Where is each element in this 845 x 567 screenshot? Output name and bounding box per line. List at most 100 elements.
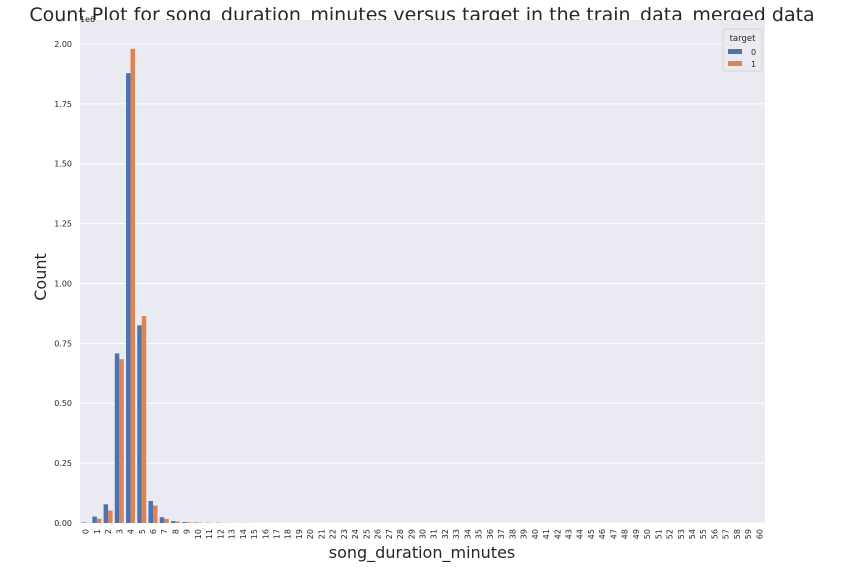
x-tick-label: 52 [666, 529, 675, 539]
x-tick-label: 38 [508, 529, 517, 539]
x-tick-label: 17 [273, 529, 282, 539]
bar-series-1-cat-1 [96, 518, 102, 523]
x-tick-label: 11 [205, 529, 214, 539]
x-tick-label: 36 [486, 529, 495, 539]
y-offset-label: 1e6 [80, 15, 95, 24]
plot-area [80, 20, 765, 523]
bar-series-0-cat-7 [159, 517, 165, 523]
bar-series-0-cat-4 [126, 73, 131, 523]
y-tick-label: 1.50 [54, 160, 72, 169]
bar-series-0-cat-5 [137, 325, 142, 523]
bar-series-1-cat-5 [141, 316, 147, 523]
bar-series-1-cat-4 [130, 48, 136, 523]
x-tick-label: 15 [250, 529, 259, 539]
bar-series-0-cat-1 [92, 516, 97, 523]
x-tick-label: 35 [475, 529, 484, 539]
y-tick-label: 1.75 [54, 100, 72, 109]
x-tick-label: 24 [351, 529, 360, 539]
x-tick-label: 20 [306, 529, 315, 539]
x-tick-label: 29 [407, 529, 416, 539]
x-tick-label: 48 [621, 529, 630, 539]
x-tick-label: 59 [744, 529, 753, 539]
x-tick-label: 28 [396, 529, 405, 539]
y-tick-label: 0.25 [54, 459, 72, 468]
y-tick-label: 0.50 [54, 399, 72, 408]
bar-series-0-cat-2 [103, 504, 109, 523]
y-tick-label: 0.75 [54, 339, 72, 348]
x-tick-label: 30 [419, 529, 428, 539]
x-tick-label: 32 [441, 529, 450, 539]
x-tick-label: 25 [362, 529, 371, 539]
x-tick-label: 22 [329, 529, 338, 539]
y-axis-label: Count [31, 253, 50, 301]
x-tick-label: 56 [710, 529, 719, 539]
x-tick-label: 44 [576, 529, 585, 539]
x-tick-label: 54 [688, 529, 697, 539]
x-tick-label: 34 [463, 529, 472, 539]
legend-swatch-series-0 [728, 49, 742, 54]
legend: target 0 1 [722, 28, 763, 72]
x-tick-label: 23 [340, 529, 349, 539]
x-tick-label: 49 [632, 529, 641, 539]
x-axis-ticks: 0 1 2 3 4 5 6 7 8 9 10 11 12 13 14 15 16 17 18 19 20 21 22 23 24… [82, 529, 765, 539]
x-tick-label: 12 [216, 529, 225, 539]
x-tick-label: 21 [317, 529, 326, 539]
x-tick-label: 55 [699, 529, 708, 539]
x-tick-label: 2 [104, 529, 113, 534]
x-tick-label: 57 [722, 529, 731, 539]
bar-series-1-cat-3 [119, 359, 124, 523]
x-tick-label: 53 [677, 529, 686, 539]
x-tick-label: 18 [284, 529, 293, 539]
x-tick-label: 8 [171, 529, 180, 534]
x-tick-label: 40 [531, 529, 540, 539]
bar-series-1-cat-9 [186, 522, 192, 523]
legend-label-series-1: 1 [751, 60, 756, 69]
x-tick-label: 1 [93, 529, 102, 534]
x-tick-label: 6 [149, 529, 158, 534]
x-tick-label: 9 [183, 529, 192, 534]
legend-label-series-0: 0 [751, 48, 756, 57]
bar-series-1-cat-8 [175, 521, 180, 523]
y-tick-label: 1.25 [54, 220, 72, 229]
x-tick-label: 58 [733, 529, 742, 539]
x-tick-label: 41 [542, 529, 551, 539]
x-tick-label: 4 [127, 529, 136, 534]
x-tick-label: 39 [520, 529, 529, 539]
x-tick-label: 26 [374, 529, 383, 539]
bar-series-0-cat-9 [182, 522, 187, 523]
x-tick-label: 51 [654, 529, 663, 539]
legend-swatch-series-1 [728, 61, 742, 66]
x-tick-label: 46 [598, 529, 607, 539]
x-tick-label: 43 [564, 529, 573, 539]
bar-series-0-cat-3 [114, 353, 120, 523]
x-tick-label: 42 [553, 529, 562, 539]
x-tick-label: 3 [115, 529, 124, 534]
y-axis-ticks: 0.00 0.25 0.50 0.75 1.00 1.25 1.50 1.75 2.00 [54, 40, 72, 528]
x-tick-label: 45 [587, 529, 596, 539]
bar-series-1-cat-6 [152, 505, 158, 523]
x-tick-label: 50 [643, 529, 652, 539]
x-axis-label: song_duration_minutes [329, 543, 516, 563]
x-tick-label: 14 [239, 529, 248, 539]
y-tick-label: 0.00 [54, 519, 72, 528]
x-tick-label: 27 [385, 529, 394, 539]
y-tick-label: 2.00 [54, 40, 72, 49]
x-tick-label: 19 [295, 529, 304, 539]
bar-series-1-cat-7 [164, 518, 169, 523]
legend-box [722, 28, 763, 72]
x-tick-label: 7 [160, 529, 169, 534]
bar-series-0-cat-8 [170, 521, 176, 523]
x-tick-label: 60 [755, 529, 764, 539]
bar-series-1-cat-2 [108, 510, 113, 523]
x-tick-label: 37 [497, 529, 506, 539]
x-tick-label: 5 [138, 529, 147, 534]
x-tick-label: 10 [194, 529, 203, 539]
x-tick-label: 13 [228, 529, 237, 539]
x-tick-label: 31 [430, 529, 439, 539]
legend-title: target [730, 34, 757, 44]
grid-lines [80, 43, 765, 524]
x-tick-label: 33 [452, 529, 461, 539]
y-tick-label: 1.00 [54, 279, 72, 288]
bar-series-0-cat-6 [148, 500, 153, 523]
